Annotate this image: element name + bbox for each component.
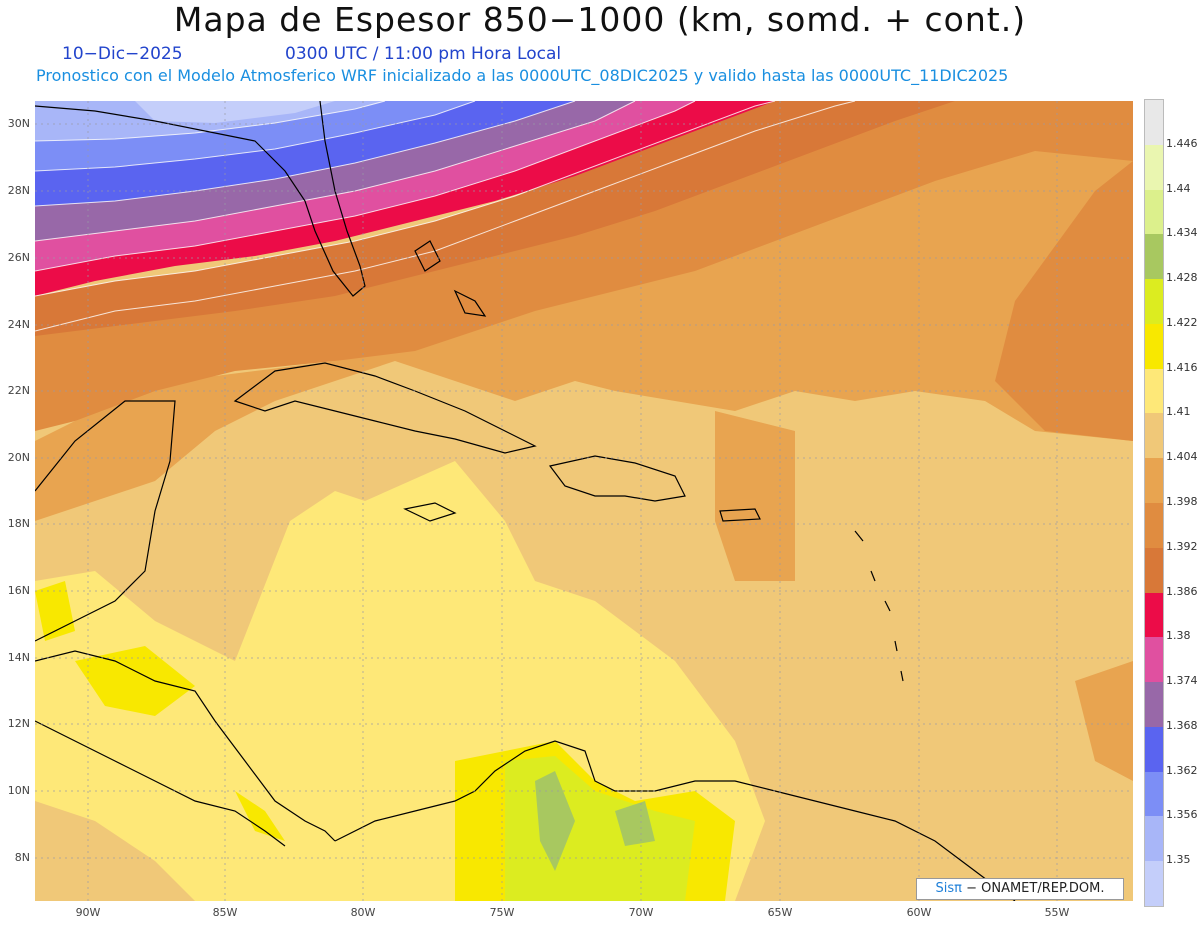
lat-label-24n: 24N (7, 318, 30, 331)
colorbar-segment (1145, 547, 1163, 594)
lon-label-80w: 80W (350, 906, 376, 919)
credit-text: − ONAMET/REP.DOM. (961, 881, 1105, 896)
colorbar-segment (1145, 861, 1163, 907)
lat-label-14n: 14N (7, 651, 30, 664)
colorbar-label: 1.41 (1166, 405, 1191, 419)
lon-label-75w: 75W (489, 906, 515, 919)
colorbar-segment (1145, 234, 1163, 280)
colorbar-label: 1.38 (1166, 629, 1191, 643)
lat-label-20n: 20N (7, 451, 30, 464)
lat-label-10n: 10N (7, 784, 30, 797)
colorbar-label: 1.44 (1166, 181, 1191, 195)
lon-label-60w: 60W (906, 906, 932, 919)
colorbar-segment (1145, 458, 1163, 504)
lat-label-26n: 26N (7, 251, 30, 264)
date-label: 10−Dic−2025 (62, 44, 183, 64)
colorbar-label: 1.416 (1166, 360, 1198, 374)
map-title: Mapa de Espesor 850−1000 (km, somd. + co… (173, 0, 1027, 39)
colorbar-segment (1145, 592, 1163, 638)
time-label: 0300 UTC / 11:00 pm Hora Local (285, 44, 562, 64)
colorbar-label: 1.368 (1166, 718, 1198, 732)
colorbar-segment (1145, 189, 1163, 235)
colorbar-label: 1.446 (1166, 136, 1198, 150)
colorbar-segment (1145, 279, 1163, 325)
lon-label-55w: 55W (1044, 906, 1070, 919)
colorbar-segment (1145, 637, 1163, 683)
colorbar-label: 1.428 (1166, 271, 1198, 285)
colorbar-label: 1.386 (1166, 584, 1198, 598)
lon-label-70w: 70W (628, 906, 654, 919)
thickness-field (35, 101, 1133, 901)
colorbar-segment (1145, 368, 1163, 414)
colorbar-label: 1.398 (1166, 495, 1198, 508)
forecast-label: Pronostico con el Modelo Atmosferico WRF… (36, 66, 1009, 85)
lat-label-18n: 18N (7, 517, 30, 530)
colorbar-label: 1.434 (1166, 226, 1198, 240)
colorbar-segment (1145, 503, 1163, 549)
colorbar-segment (1145, 144, 1163, 191)
lon-label-85w: 85W (212, 906, 238, 919)
lat-label-28n: 28N (7, 184, 30, 197)
colorbar-label: 1.362 (1166, 763, 1198, 777)
colorbar-label: 1.404 (1166, 450, 1198, 464)
colorbar-segment (1145, 413, 1163, 459)
lat-label-12n: 12N (7, 717, 30, 730)
lat-label-30n: 30N (7, 117, 30, 130)
lon-label-90w: 90W (75, 906, 101, 919)
colorbar-segment (1145, 816, 1163, 862)
colorbar-segment (1145, 771, 1163, 817)
colorbar-label: 1.392 (1166, 539, 1198, 553)
colorbar-segment (1145, 726, 1163, 773)
colorbar-segment (1145, 682, 1163, 728)
colorbar-segment (1145, 323, 1163, 370)
sispi-logo: Sisπ (935, 881, 962, 896)
lat-label-8n: 8N (14, 851, 30, 864)
colorbar-label: 1.374 (1166, 674, 1198, 688)
colorbar-segment (1145, 100, 1163, 146)
thickness-map (35, 101, 1133, 901)
colorbar-label: 1.35 (1166, 853, 1191, 867)
colorbar (1144, 99, 1164, 907)
credit-box: Sisπ − ONAMET/REP.DOM. (916, 878, 1124, 900)
colorbar-label: 1.422 (1166, 315, 1198, 329)
lat-label-16n: 16N (7, 584, 30, 597)
colorbar-label: 1.356 (1166, 808, 1198, 822)
lon-label-65w: 65W (767, 906, 793, 919)
lat-label-22n: 22N (7, 384, 30, 397)
